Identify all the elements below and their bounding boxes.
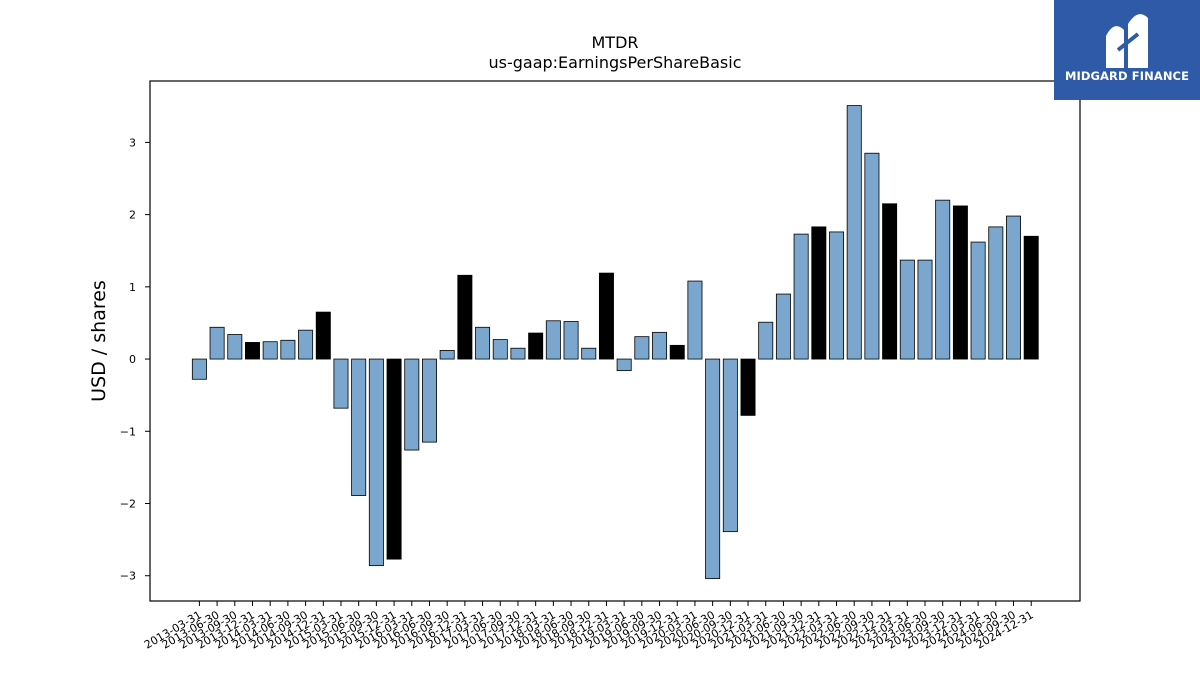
bar: [191, 358, 207, 380]
bar: [758, 321, 774, 360]
bar: [386, 358, 402, 560]
bar: [475, 326, 491, 360]
bar: [811, 226, 827, 360]
y-tick-label: 0: [129, 353, 136, 366]
bar: [298, 329, 314, 360]
plot-frame: [149, 80, 1081, 602]
bar: [1023, 235, 1039, 360]
bar: [722, 358, 738, 533]
bar: [368, 358, 384, 567]
bar: [829, 231, 845, 360]
bar: [882, 203, 898, 360]
bar: [970, 241, 986, 360]
bar: [510, 347, 526, 360]
bar: [616, 358, 632, 372]
y-tick-label: 2: [129, 209, 136, 222]
bar: [315, 311, 331, 360]
bar: [209, 326, 225, 360]
bar: [705, 358, 721, 580]
bar: [669, 344, 685, 360]
bar: [1006, 215, 1021, 360]
bar: [262, 341, 278, 360]
bar: [563, 321, 579, 360]
bar: [404, 358, 420, 451]
bar: [864, 152, 880, 360]
midgard-finance-logo: MIDGARD FINANCE: [1054, 0, 1200, 100]
y-tick-label: −1: [120, 425, 136, 438]
bar: [634, 336, 650, 360]
chart-title: MTDR: [591, 33, 638, 52]
y-axis: −3 −2 −1 0 1 2 3: [120, 136, 150, 583]
y-tick-label: 3: [129, 136, 136, 149]
bar: [687, 280, 703, 360]
bar: [351, 358, 367, 496]
y-tick-label: −2: [120, 498, 136, 511]
y-tick-label: 1: [129, 281, 136, 294]
bar: [333, 358, 349, 409]
bar: [581, 347, 597, 360]
logo-text: MIDGARD FINANCE: [1064, 69, 1190, 83]
bar: [740, 358, 756, 416]
bar: [528, 332, 544, 360]
bar: [421, 358, 437, 443]
bar: [245, 342, 260, 360]
bar: [545, 320, 561, 360]
bar: [846, 105, 862, 360]
midgard-finance-logo-icon: [1106, 14, 1148, 68]
bar: [280, 339, 296, 360]
y-tick-label: −3: [120, 570, 136, 583]
bar: [988, 226, 1004, 360]
bar: [492, 339, 508, 360]
y-axis-label: USD / shares: [88, 280, 110, 402]
bar: [793, 233, 809, 360]
bar: [598, 272, 614, 360]
bar: [439, 349, 455, 360]
bar: [457, 274, 473, 360]
bar: [952, 205, 968, 360]
bar: [899, 259, 915, 360]
bar: [227, 334, 243, 360]
bar: [652, 331, 668, 360]
bar: [917, 259, 933, 360]
bars-group: [191, 105, 1039, 580]
bar: [775, 293, 791, 360]
x-axis: 2013-03-312013-06-302013-09-302013-12-31…: [142, 601, 1036, 652]
chart-subtitle: us-gaap:EarningsPerShareBasic: [488, 53, 741, 72]
bar: [935, 199, 951, 360]
